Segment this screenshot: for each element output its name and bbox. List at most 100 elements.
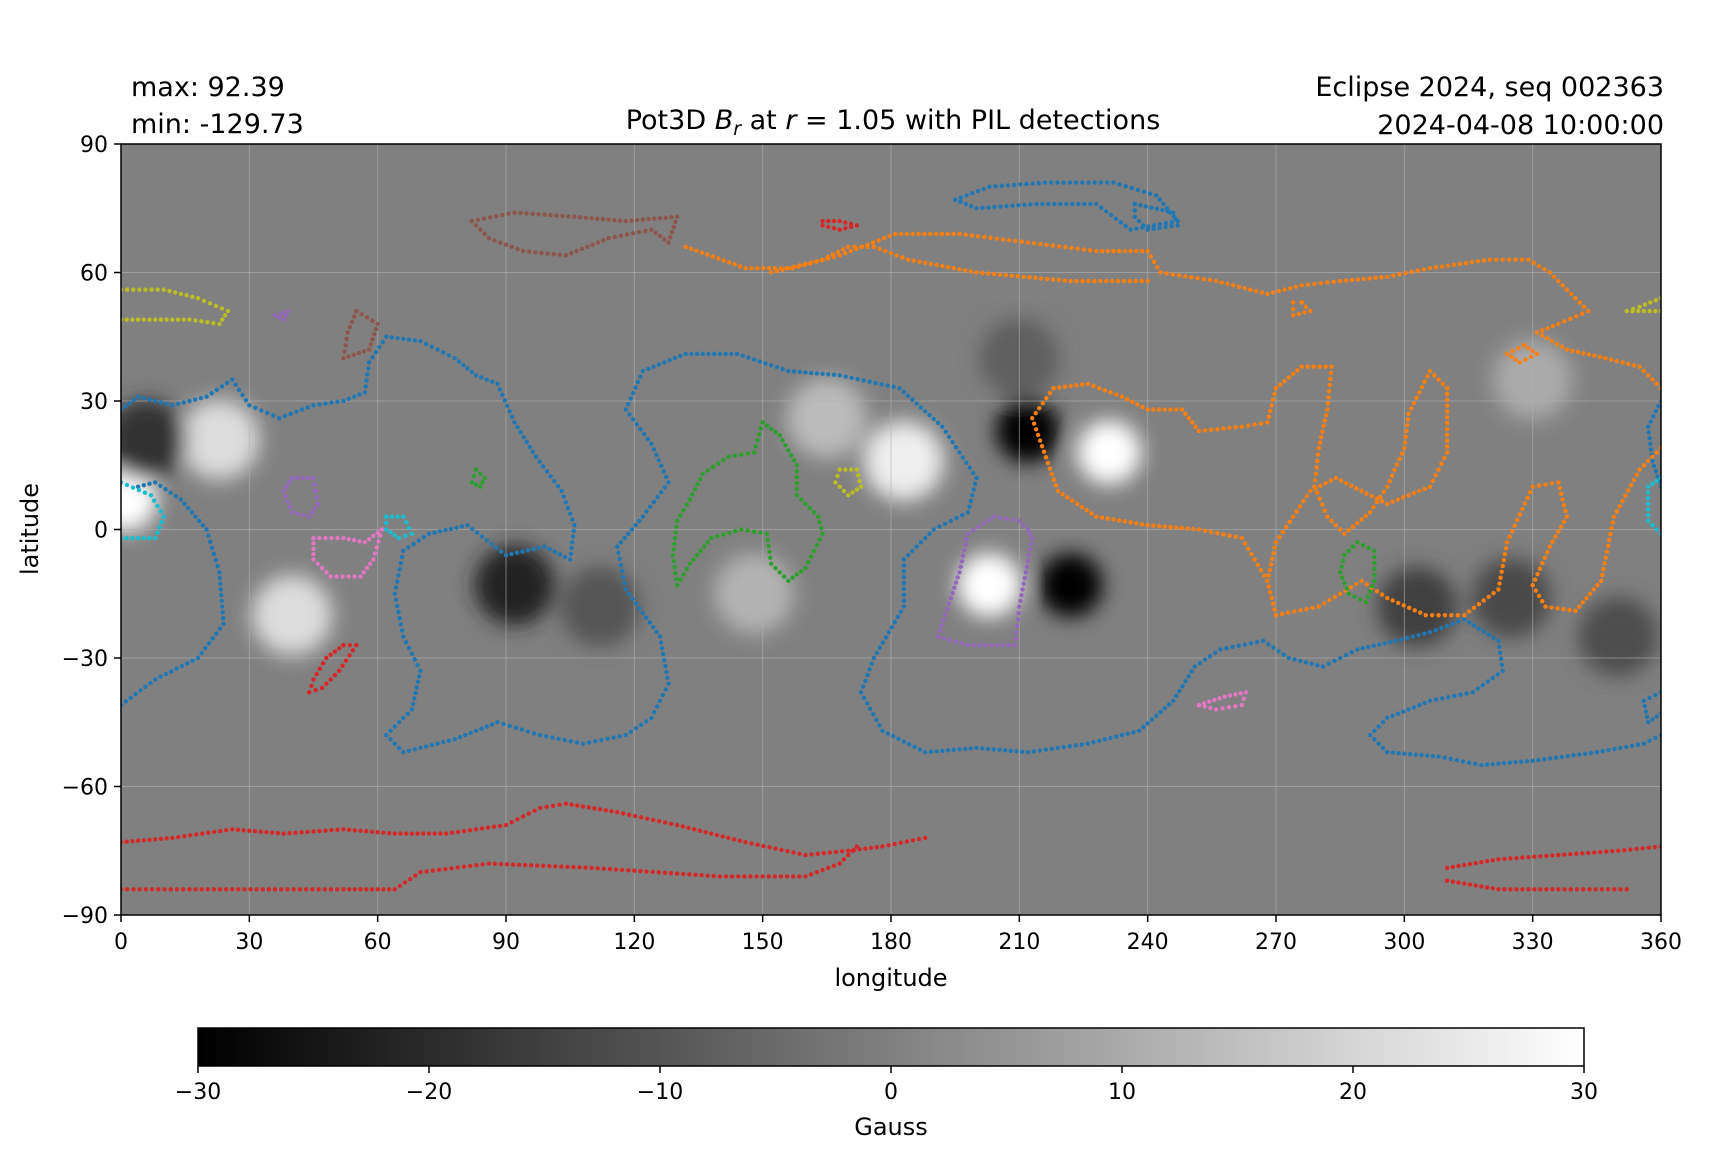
- pil-point: [471, 473, 477, 479]
- pil-point: [1022, 575, 1027, 581]
- pil-point: [705, 252, 710, 257]
- pil-point: [560, 213, 565, 219]
- pil-point: [133, 691, 138, 697]
- pil-point: [358, 574, 363, 579]
- pil-point: [905, 553, 911, 558]
- pil-point: [777, 570, 782, 575]
- pil-point: [487, 215, 493, 220]
- pil-point: [1645, 501, 1651, 506]
- pil-point: [412, 338, 417, 343]
- pil-point: [957, 267, 962, 272]
- pil-point: [698, 476, 703, 482]
- pil-point: [1151, 226, 1156, 232]
- pil-point: [794, 481, 800, 486]
- pil-point: [1473, 761, 1478, 767]
- pil-point: [1379, 592, 1385, 597]
- pil-point: [1642, 302, 1648, 307]
- pil-point: [275, 830, 281, 836]
- pil-point: [850, 848, 855, 853]
- pil-point: [1117, 182, 1122, 187]
- pil-point: [1444, 623, 1450, 629]
- colorbar-tick-label: 0: [884, 1080, 898, 1105]
- pil-point: [662, 360, 667, 365]
- pil-point: [1412, 608, 1417, 613]
- pil-point: [865, 672, 870, 678]
- pil-point: [976, 524, 981, 530]
- plot-area: [121, 144, 1661, 915]
- pil-point: [1574, 887, 1580, 892]
- pil-point: [901, 580, 907, 586]
- pil-point: [277, 415, 282, 421]
- pil-point: [965, 531, 971, 536]
- pil-point: [1290, 371, 1296, 377]
- pil-point: [554, 213, 559, 218]
- pil-point: [236, 387, 242, 393]
- pil-point: [484, 538, 489, 543]
- field-feature-11: [1471, 558, 1552, 639]
- pil-contour-10: [1290, 300, 1313, 318]
- pil-point: [378, 533, 383, 538]
- pil-point: [1560, 283, 1565, 288]
- pil-point: [1011, 182, 1017, 188]
- pil-point: [557, 802, 562, 807]
- pil-point: [1497, 650, 1503, 656]
- pil-point: [221, 621, 226, 626]
- pil-point: [396, 573, 401, 578]
- pil-point: [1340, 575, 1345, 580]
- pil-point: [729, 351, 734, 357]
- pil-point: [403, 533, 408, 539]
- pil-point: [379, 527, 385, 532]
- pil-point: [186, 505, 191, 511]
- pil-point: [205, 319, 210, 325]
- pil-point: [1475, 686, 1480, 691]
- pil-point: [1355, 277, 1361, 282]
- pil-point: [1647, 308, 1652, 314]
- pil-point: [1103, 209, 1109, 214]
- pil-point: [1396, 600, 1401, 606]
- pil-point: [190, 658, 195, 663]
- pil-point: [230, 887, 235, 892]
- pil-point: [1169, 224, 1174, 229]
- pil-point: [1616, 848, 1621, 853]
- pil-point: [242, 887, 247, 892]
- pil-point: [1577, 300, 1582, 305]
- pil-point: [350, 648, 356, 653]
- pil-point: [1476, 626, 1482, 631]
- pil-point: [528, 863, 534, 868]
- pil-point: [1242, 642, 1248, 647]
- pil-point: [818, 525, 824, 531]
- pil-point: [1371, 643, 1376, 648]
- pil-point: [1114, 392, 1119, 397]
- pil-point: [1490, 886, 1495, 891]
- pil-point: [791, 874, 796, 879]
- pil-point: [989, 642, 994, 648]
- pil-point: [1050, 243, 1055, 248]
- pil-point: [1134, 226, 1139, 231]
- pil-point: [377, 344, 382, 350]
- pil-point: [1267, 567, 1273, 573]
- pil-point: [1554, 341, 1560, 347]
- pil-point: [1530, 758, 1535, 763]
- pil-point: [1430, 478, 1436, 484]
- pil-point: [1043, 455, 1049, 460]
- pil-point: [187, 398, 192, 404]
- pil-point: [893, 231, 898, 237]
- pil-point: [658, 640, 664, 645]
- pil-point: [421, 831, 426, 836]
- pil-point: [1145, 248, 1150, 254]
- pil-point: [617, 734, 622, 739]
- pil-point: [1364, 582, 1369, 587]
- pil-point: [948, 595, 954, 601]
- pil-point: [1179, 525, 1185, 531]
- pil-point: [1186, 674, 1191, 679]
- pil-point: [883, 635, 889, 640]
- pil-point: [1631, 477, 1637, 483]
- pil-point: [1519, 759, 1524, 764]
- pil-point: [1155, 264, 1160, 270]
- pil-point: [537, 459, 542, 464]
- pil-point: [803, 565, 808, 571]
- pil-point: [1318, 483, 1323, 489]
- pil-point: [705, 540, 710, 545]
- pil-point: [210, 636, 215, 641]
- pil-point: [1079, 382, 1085, 387]
